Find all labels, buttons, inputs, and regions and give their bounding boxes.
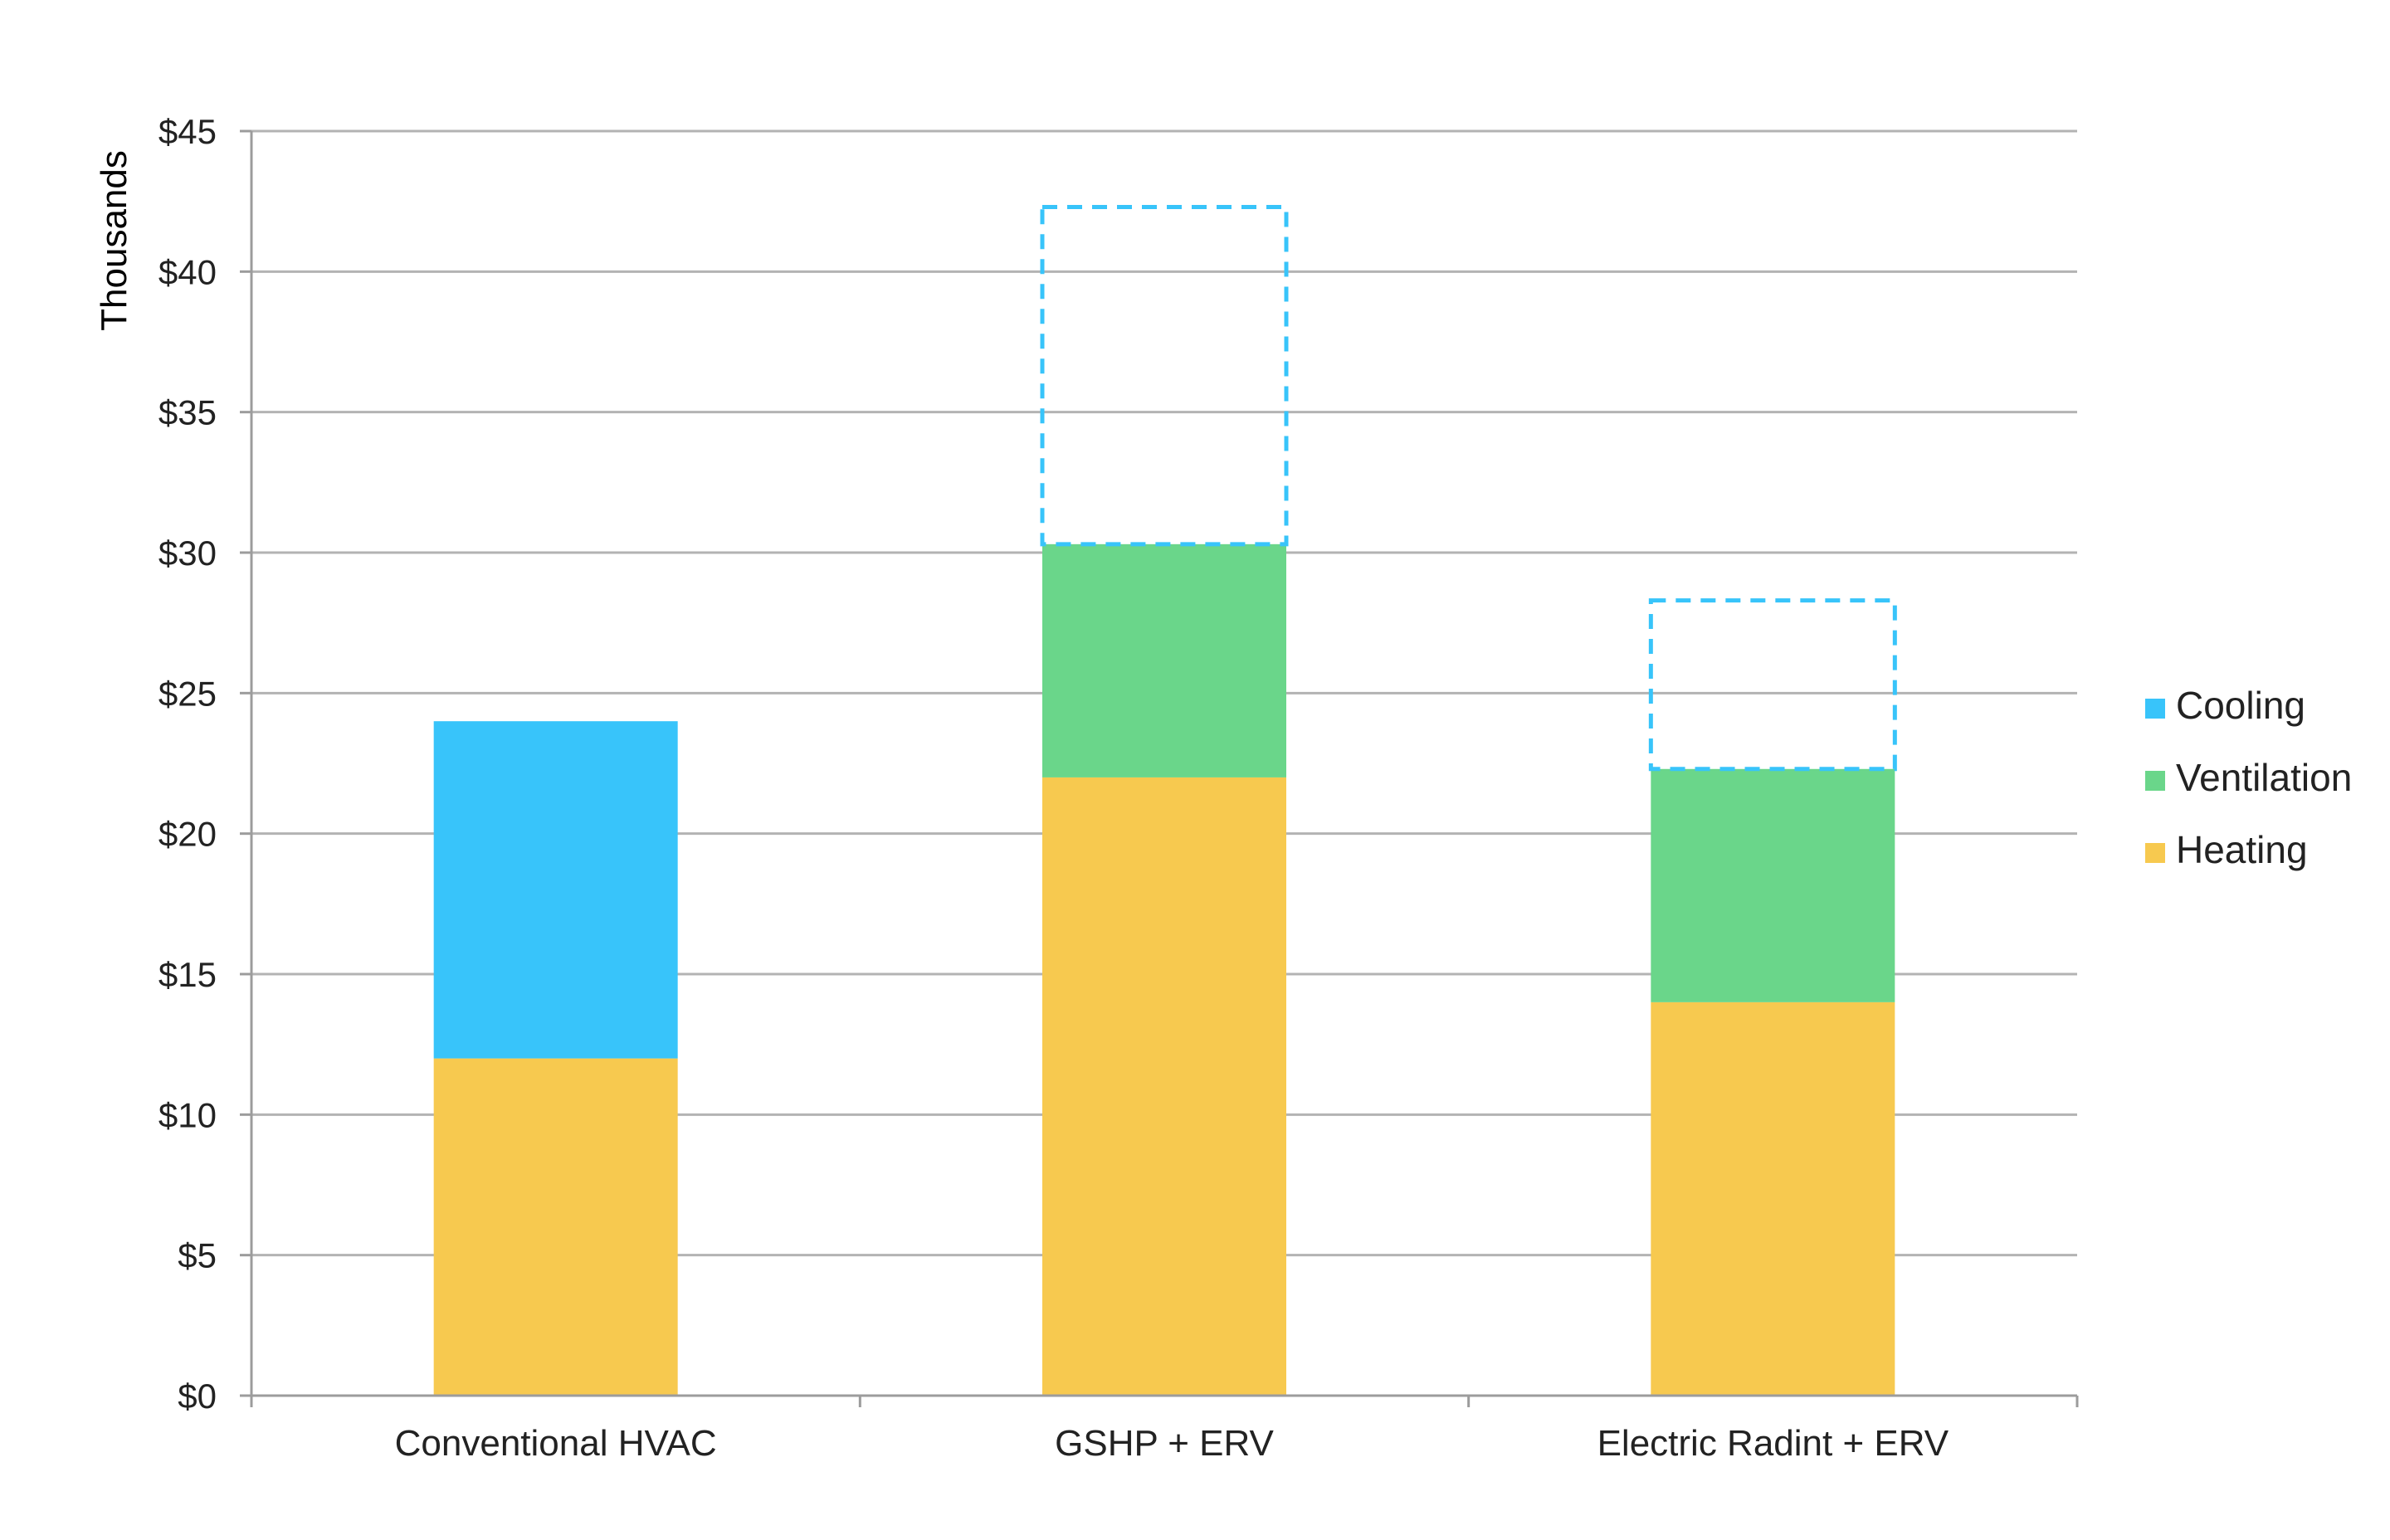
bar-cooling-0 (433, 721, 678, 1059)
dashed-outlines (1040, 204, 1897, 772)
y-tick-label-7: $35 (159, 393, 217, 432)
bars (433, 543, 1895, 1396)
y-tick-label-2: $10 (159, 1095, 217, 1134)
dashed-outline-0 (1040, 204, 1289, 547)
y-tick-label-1: $5 (178, 1236, 217, 1275)
legend-swatch-ventilation (2145, 771, 2165, 791)
legend-swatch-cooling (2145, 699, 2165, 719)
legend-label-heating: Heating (2176, 828, 2308, 871)
y-tick-label-9: $45 (159, 112, 217, 151)
bar-heating-2 (1651, 1001, 1895, 1396)
bar-ventilation-2 (1651, 768, 1895, 1002)
y-tick-label-4: $20 (159, 815, 217, 854)
x-tick-label-0: Conventional HVAC (395, 1423, 717, 1464)
y-axis-label: Thousands (94, 150, 134, 331)
bar-ventilation-1 (1042, 543, 1286, 777)
legend-label-ventilation: Ventilation (2176, 756, 2352, 799)
x-tick-labels: Conventional HVAC GSHP + ERV Electric Radi… (395, 1423, 1949, 1464)
legend-swatch-heating (2145, 843, 2165, 863)
y-tick-label-0: $0 (178, 1377, 217, 1416)
dashed-outline-1 (1648, 598, 1897, 772)
y-tick-label-8: $40 (159, 252, 217, 291)
y-tick-label-6: $30 (159, 534, 217, 573)
y-tick-label-3: $15 (159, 955, 217, 994)
axes (240, 129, 2079, 1407)
legend: Cooling Ventilation Heating (2145, 684, 2352, 871)
bar-heating-0 (433, 1058, 678, 1396)
legend-label-cooling: Cooling (2176, 684, 2305, 727)
bar-heating-1 (1042, 777, 1286, 1396)
y-tick-labels: $0 $5 $10 $15 $20 $25 $30 $35 $40 $45 (159, 112, 217, 1416)
y-tick-label-5: $25 (159, 674, 217, 713)
x-tick-label-1: GSHP + ERV (1055, 1423, 1274, 1464)
x-tick-label-2: Electric Radint + ERV (1597, 1423, 1949, 1464)
